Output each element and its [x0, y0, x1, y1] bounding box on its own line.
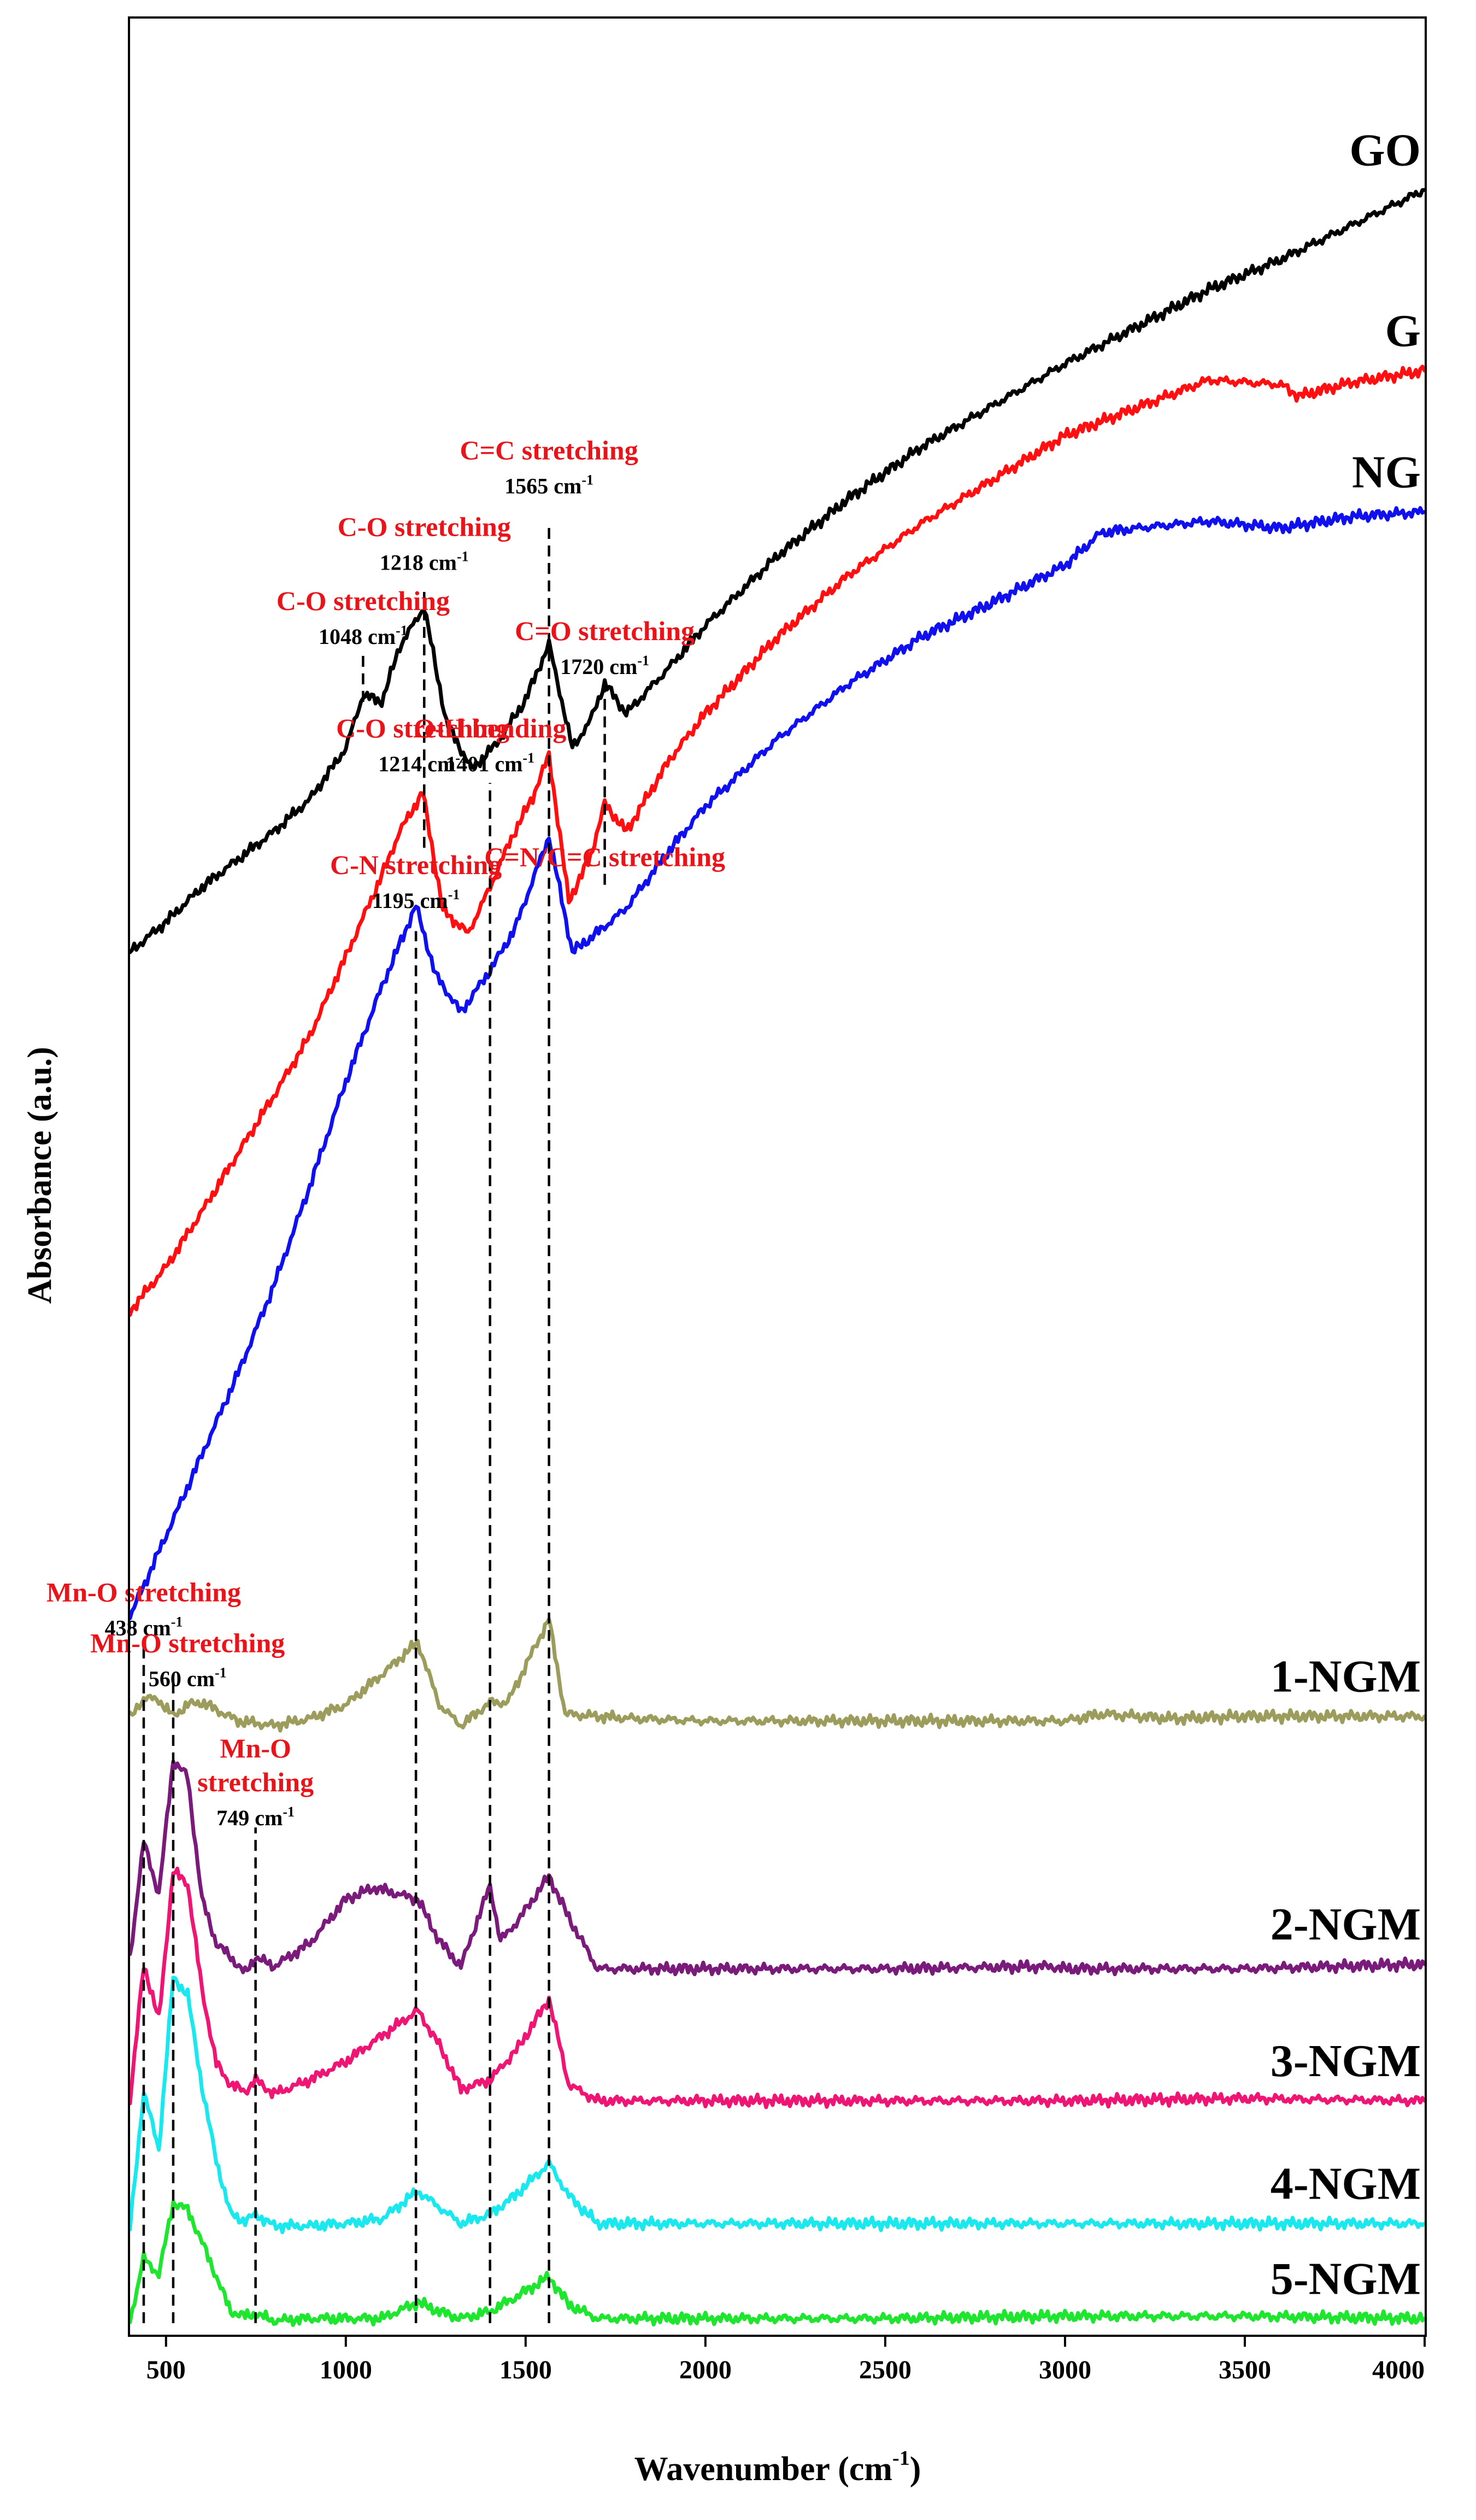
- plot-frame: [128, 16, 1427, 2337]
- series-label-4-ngm: 4-NGM: [1271, 2159, 1421, 2210]
- peak-guide-lines: [142, 523, 606, 2323]
- x-tick-label-4000: 4000: [1372, 2355, 1425, 2384]
- series-labels: GO G NG 1-NGM 2-NGM 3-NGM 4-NGM 5-NGM: [1271, 125, 1421, 2305]
- series-label-1-ngm: 1-NGM: [1271, 1651, 1421, 1702]
- annotation-4: C-O stretching 1214 cm-1: [336, 713, 509, 776]
- annotation-value: 1565 cm-1: [504, 472, 593, 499]
- series-label-5-ngm: 5-NGM: [1271, 2253, 1421, 2304]
- series-5-ngm-curve: [128, 2200, 1427, 2327]
- series-label-ng: NG: [1352, 447, 1421, 497]
- annotation-5: O-H bending 1401 cm-1: [414, 713, 566, 776]
- annotation-title-line2: stretching: [197, 1767, 314, 1797]
- series-3-ngm-curve: [128, 1866, 1427, 2109]
- y-axis-title: Absorbance (a.u.): [21, 1047, 58, 1304]
- annotation-0: C=C stretching 1565 cm-1: [460, 435, 638, 499]
- peak-annotations: C=C stretching 1565 cm-1 C-O stretching 121…: [46, 435, 725, 1830]
- x-tick-label-500: 500: [146, 2355, 186, 2384]
- x-axis-title: Wavenumber (cm-1): [634, 2447, 921, 2488]
- annotation-7: C-N stretching 1195 cm-1: [330, 849, 502, 913]
- series-ng-curve: [128, 506, 1427, 1620]
- x-tick-label-3000: 3000: [1039, 2355, 1091, 2384]
- x-tick-label-3500: 3500: [1219, 2355, 1271, 2384]
- annotation-value: 749 cm-1: [216, 1804, 295, 1830]
- annotation-title: Mn-O stretching: [46, 1577, 241, 1607]
- annotation-3: C=O stretching 1720 cm-1: [515, 616, 695, 679]
- annotation-6: C=N/C=C stretching: [484, 842, 725, 872]
- annotation-value: 1195 cm-1: [372, 887, 460, 913]
- annotation-9: Mn-O stretching 560 cm-1: [90, 1628, 285, 1691]
- x-axis-title-main: Wavenumber (cm: [634, 2451, 892, 2488]
- annotation-value: 1214 cm-1: [378, 750, 467, 776]
- series-4-ngm-curve: [128, 1976, 1427, 2235]
- annotation-title: C=C stretching: [460, 435, 638, 466]
- x-axis-ticks: 500 1000 1500 2000 2500 3000 3500 4000: [146, 2335, 1426, 2384]
- annotation-2: C-O stretching 1048 cm-1: [277, 585, 450, 649]
- annotation-value: 1218 cm-1: [380, 548, 469, 575]
- annotation-title: Mn-O stretching: [90, 1628, 285, 1658]
- annotation-title: O-H bending: [414, 713, 566, 743]
- series-2-ngm-curve: [128, 1759, 1427, 1977]
- series-label-2-ngm: 2-NGM: [1271, 1899, 1421, 1950]
- annotation-title: C-O stretching: [338, 511, 511, 542]
- annotation-value: 1048 cm-1: [319, 623, 408, 649]
- annotation-8: Mn-O stretching 438 cm-1: [46, 1577, 241, 1640]
- series-label-3-ngm: 3-NGM: [1271, 2036, 1421, 2087]
- x-tick-label-2000: 2000: [679, 2355, 732, 2384]
- annotation-value: 438 cm-1: [105, 1614, 183, 1640]
- x-axis-title-close: ): [910, 2451, 921, 2488]
- annotation-title: Mn-O: [220, 1733, 291, 1763]
- spectra-series: [128, 188, 1427, 2327]
- series-1-ngm-curve: [128, 1617, 1427, 1733]
- annotation-title: C-O stretching: [336, 713, 509, 743]
- annotation-value: 1720 cm-1: [560, 653, 649, 679]
- annotation-value: 560 cm-1: [149, 1665, 227, 1691]
- series-label-go: GO: [1349, 125, 1421, 176]
- annotation-value: 1401 cm-1: [445, 750, 534, 776]
- annotation-10: Mn-O stretching 749 cm-1: [197, 1733, 314, 1830]
- series-g-curve: [128, 365, 1427, 1317]
- x-tick-label-1500: 1500: [499, 2355, 552, 2384]
- annotation-title: C=N/C=C stretching: [484, 842, 725, 872]
- series-label-g: G: [1385, 306, 1421, 356]
- annotation-title: C-O stretching: [277, 585, 450, 616]
- x-tick-label-2500: 2500: [859, 2355, 912, 2384]
- annotation-1: C-O stretching 1218 cm-1: [338, 511, 511, 575]
- annotation-title: C-N stretching: [330, 849, 502, 880]
- x-tick-label-1000: 1000: [320, 2355, 372, 2384]
- x-axis-title-sup: -1: [892, 2447, 910, 2470]
- annotation-title: C=O stretching: [515, 616, 695, 646]
- series-go-curve: [128, 188, 1427, 954]
